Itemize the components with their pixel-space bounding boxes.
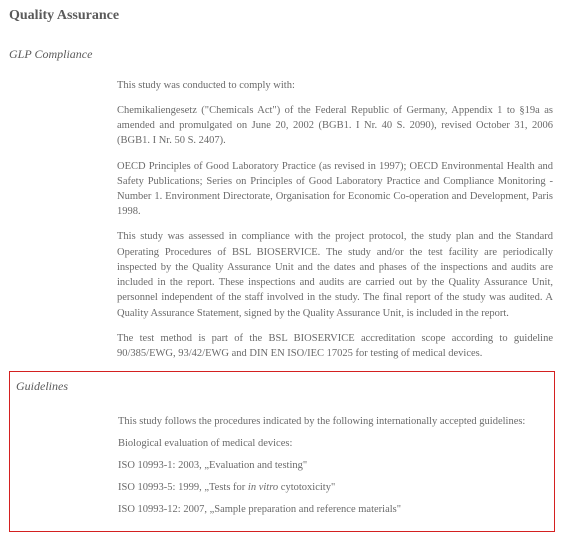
glp-p4: The test method is part of the BSL BIOSE… xyxy=(117,331,553,361)
glp-p2: OECD Principles of Good Laboratory Pract… xyxy=(117,159,553,220)
guidelines-box: Guidelines This study follows the proced… xyxy=(9,371,555,531)
glp-heading: GLP Compliance xyxy=(9,46,555,63)
guidelines-iso3: ISO 10993-12: 2007, „Sample preparation … xyxy=(118,502,546,517)
glp-intro: This study was conducted to comply with: xyxy=(117,78,553,93)
guidelines-iso2: ISO 10993-5: 1999, „Tests for in vitro c… xyxy=(118,480,546,495)
guidelines-bio: Biological evaluation of medical devices… xyxy=(118,436,546,451)
glp-p3: This study was assessed in compliance wi… xyxy=(117,229,553,320)
guidelines-iso1: ISO 10993-1: 2003, „Evaluation and testi… xyxy=(118,458,546,473)
glp-content: This study was conducted to comply with:… xyxy=(117,78,553,362)
guidelines-heading: Guidelines xyxy=(16,378,548,395)
guidelines-content: This study follows the procedures indica… xyxy=(118,414,546,518)
main-heading: Quality Assurance xyxy=(9,6,555,26)
guidelines-intro: This study follows the procedures indica… xyxy=(118,414,546,429)
glp-p1: Chemikaliengesetz ("Chemicals Act") of t… xyxy=(117,103,553,149)
